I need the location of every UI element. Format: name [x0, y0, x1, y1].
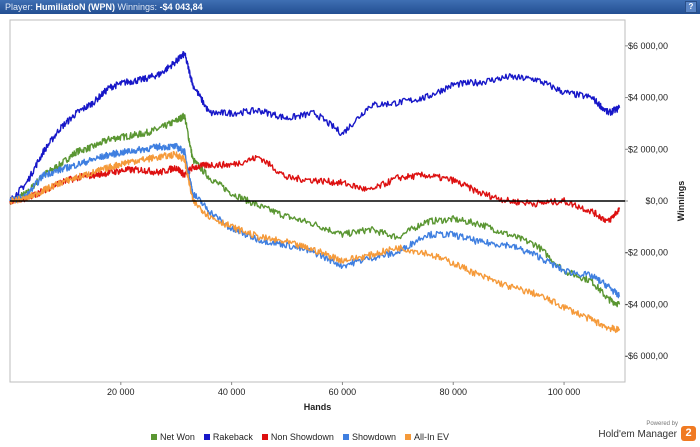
powered-by-label: Powered by [646, 421, 678, 427]
legend-swatch-icon [342, 434, 349, 440]
legend-label: Rakeback [212, 432, 253, 442]
y-tick-label: $4 000,00 [628, 93, 668, 103]
help-button[interactable]: ? [685, 1, 697, 13]
y-axis-title: Winnings [676, 181, 686, 221]
y-tick-label: $6 000,00 [628, 41, 668, 51]
legend-item-rakeback: Rakeback [203, 432, 253, 442]
legend-label: Net Won [160, 432, 195, 442]
x-tick-label: 60 000 [329, 387, 357, 397]
x-tick-label: 80 000 [439, 387, 467, 397]
winnings-value: -$4 043,84 [159, 2, 203, 12]
y-axis: $6 000,00 $4 000,00 $2 000,00 $0,00 -$2 000,… [625, 41, 668, 361]
y-tick-label: $0,00 [645, 196, 668, 206]
product-badge-icon: 2 [681, 426, 696, 441]
player-name: HumiliatioN (WPN) [35, 2, 116, 12]
holdem-manager-logo: Powered by Hold'em Manager 2 [566, 421, 696, 445]
product-name: Hold'em Manager [598, 429, 677, 440]
legend-item-net-won: Net Won [151, 432, 195, 442]
series-line-showdown [9, 142, 621, 299]
player-label: Player: [5, 2, 34, 12]
series-line-net-won [9, 112, 621, 308]
legend-label: Showdown [351, 432, 396, 442]
y-tick-label: -$2 000,00 [625, 248, 668, 258]
series-line-non-showdown [9, 154, 621, 224]
title-bar: Player: HumiliatioN (WPN) Winnings: -$4 … [0, 0, 700, 14]
y-tick-label: -$4 000,00 [625, 299, 668, 309]
series-line-rakeback [9, 51, 621, 202]
legend-item-non-showdown: Non Showdown [261, 432, 334, 442]
legend-swatch-icon [261, 434, 268, 440]
legend-label: All-In EV [413, 432, 449, 442]
legend-item-all-in-ev: All-In EV [404, 432, 449, 442]
x-tick-label: 20 000 [107, 387, 135, 397]
legend-swatch-icon [151, 434, 157, 440]
legend-swatch-icon [404, 434, 411, 440]
legend-swatch-icon [203, 434, 210, 440]
x-axis-title: Hands [304, 402, 332, 412]
y-tick-label: -$6 000,00 [625, 351, 668, 361]
legend-item-showdown: Showdown [342, 432, 396, 442]
x-tick-label: 100 000 [548, 387, 581, 397]
series-layer [9, 51, 621, 334]
winnings-label: Winnings: [117, 2, 158, 12]
y-tick-label: $2 000,00 [628, 144, 668, 154]
x-tick-label: 40 000 [218, 387, 246, 397]
x-axis: 20 000 40 000 60 000 80 000 100 000 [107, 382, 580, 397]
series-line-all-in-ev [9, 150, 621, 334]
legend-label: Non Showdown [270, 432, 334, 442]
chart-legend: Net Won Rakeback Non Showdown Showdown All-I… [0, 431, 600, 443]
